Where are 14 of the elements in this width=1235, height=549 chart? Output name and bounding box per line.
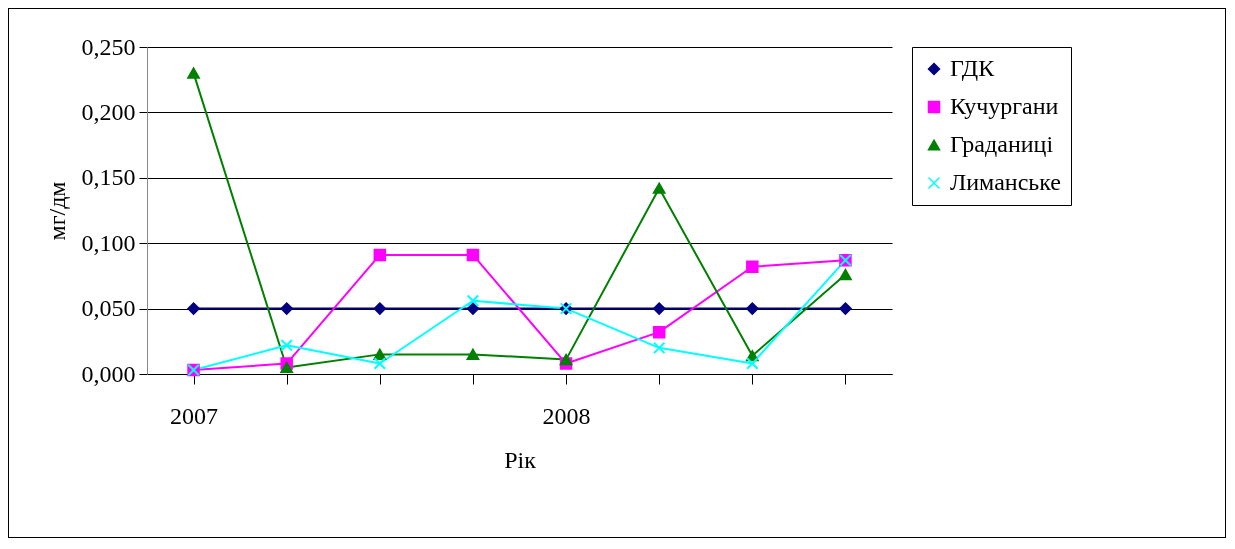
y-tick-label: 0,250 xyxy=(81,33,136,60)
y-axis-title: мг/дм xyxy=(43,181,70,241)
y-tick-label: 0,000 xyxy=(81,360,136,387)
y-tick-label: 0,150 xyxy=(81,164,136,191)
y-tick-label: 0,200 xyxy=(81,98,136,125)
legend-label: ГДК xyxy=(950,55,996,81)
y-tick-label: 0,100 xyxy=(81,229,136,256)
y-tick-label: 0,050 xyxy=(81,295,136,322)
legend-label: Граданиці xyxy=(950,131,1054,157)
x-tick-label: 2008 xyxy=(542,402,591,429)
legend-label: Лиманське xyxy=(950,169,1061,195)
x-tick-label: 2007 xyxy=(170,402,219,429)
legend-label: Кучургани xyxy=(950,93,1059,119)
x-axis-title: Рік xyxy=(504,446,537,473)
